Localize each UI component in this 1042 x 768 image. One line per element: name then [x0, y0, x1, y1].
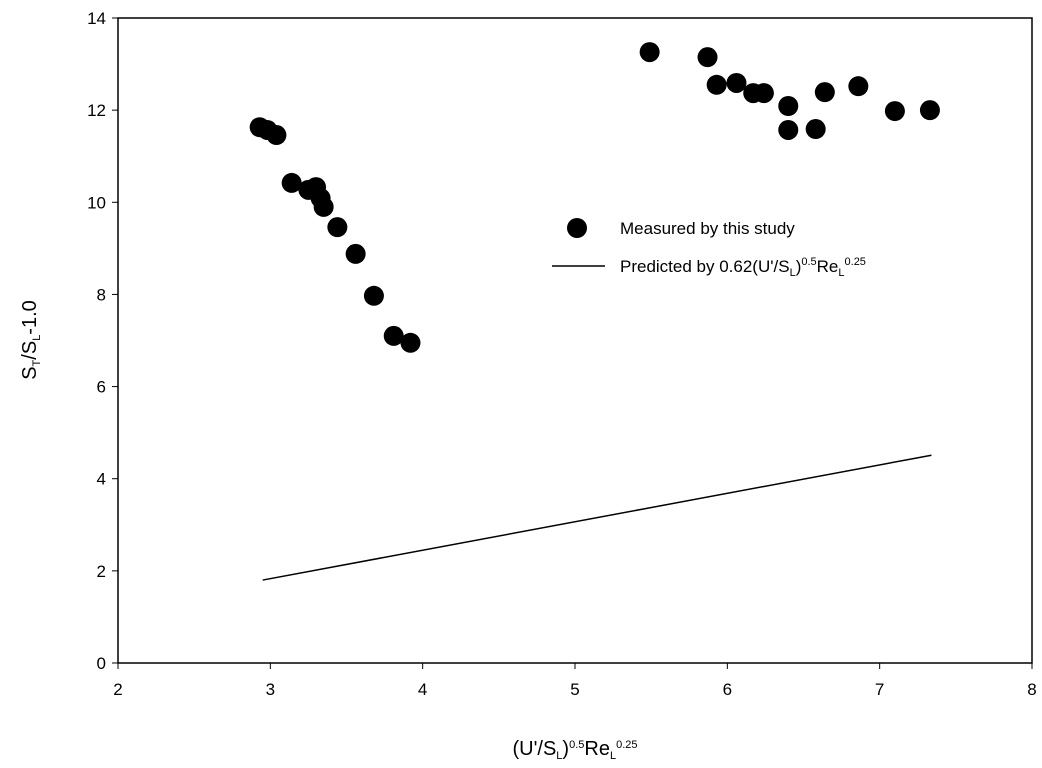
point [706, 74, 727, 95]
label-part: ) [562, 738, 569, 760]
label-part: 0.5 [801, 256, 816, 268]
label-part: Predicted by 0.62(U'/S [620, 257, 790, 276]
label-part: (U'/S [512, 738, 556, 760]
label-part: S [19, 366, 41, 379]
point [848, 76, 869, 97]
y-tick-label: 8 [97, 285, 106, 304]
point [805, 119, 826, 140]
point [313, 196, 334, 217]
x-tick-label: 6 [723, 680, 732, 699]
y-tick-label: 2 [97, 562, 106, 581]
y-tick-label: 0 [97, 654, 106, 673]
label-part: Re [817, 257, 839, 276]
y-tick-label: 10 [87, 193, 106, 212]
x-tick-label: 3 [266, 680, 275, 699]
x-tick-label: 7 [875, 680, 884, 699]
point [814, 82, 835, 103]
x-tick-label: 8 [1027, 680, 1036, 699]
label-part: -1.0 [19, 300, 41, 334]
point [919, 100, 940, 121]
x-tick-label: 5 [570, 680, 579, 699]
point [884, 101, 905, 122]
x-tick-label: 4 [418, 680, 427, 699]
point [266, 125, 287, 146]
label-part: Measured by this study [620, 219, 795, 238]
y-axis-label: ST/SL-1.0 [19, 300, 43, 380]
label-part: L [790, 267, 796, 279]
label-part: L [556, 750, 562, 762]
label-part: L [31, 335, 43, 341]
label-part: ) [796, 257, 802, 276]
point [363, 285, 384, 306]
label-part: 0.25 [845, 256, 866, 268]
line [262, 454, 932, 581]
label-part: 0.25 [616, 739, 637, 751]
point [400, 332, 421, 353]
point [639, 42, 660, 63]
label-part: Re [584, 738, 610, 760]
point [778, 119, 799, 140]
y-tick-label: 12 [87, 101, 106, 120]
label-part: L [610, 750, 616, 762]
x-axis-label: (U'/SL)0.5ReL0.25 [512, 738, 637, 762]
y-tick-label: 4 [97, 470, 106, 489]
point [383, 325, 404, 346]
point [697, 47, 718, 68]
y-tick-label: 14 [87, 9, 106, 28]
point [778, 95, 799, 116]
x-tick-label: 2 [113, 680, 122, 699]
point [753, 83, 774, 104]
point [327, 217, 348, 238]
legend-label: Measured by this study [620, 219, 795, 238]
point [345, 243, 366, 264]
label-part: /S [19, 341, 41, 360]
label-part: 0.5 [569, 739, 584, 751]
point [726, 72, 747, 93]
label-part: T [31, 359, 43, 366]
legend-marker [567, 218, 587, 238]
y-tick-label: 6 [97, 378, 106, 397]
label-part: L [838, 267, 844, 279]
point [281, 172, 302, 193]
legend-label: Predicted by 0.62(U'/SL)0.5ReL0.25 [620, 256, 866, 278]
